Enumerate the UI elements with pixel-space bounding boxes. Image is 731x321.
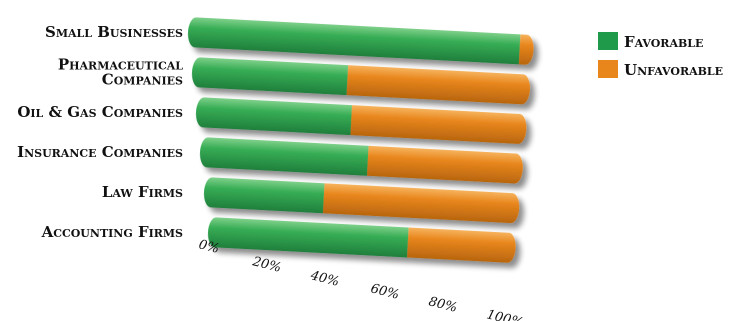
bar-segment-favorable-small-businesses <box>187 17 521 65</box>
category-label-accounting-firms: Accounting Firms <box>41 223 183 241</box>
bar-law-firms <box>203 177 520 224</box>
legend: Favorable Unfavorable <box>598 32 723 79</box>
x-tick-label-4: 80% <box>427 294 459 316</box>
x-axis-ticks: 0% 20% 40% 60% 80% 100% <box>197 237 525 321</box>
bar-segment-unfavorable-law-firms <box>322 183 520 224</box>
bar-segment-favorable-accounting-firms <box>207 217 409 258</box>
bar-small-businesses <box>187 17 534 65</box>
bar-segment-unfavorable-accounting-firms <box>407 227 516 263</box>
x-tick-label-3: 60% <box>369 281 401 303</box>
bar-segment-favorable-pharmaceutical-companies <box>191 57 349 96</box>
category-label-pharmaceutical-companies-line-1: Pharmaceutical <box>58 56 183 74</box>
bar-oil-and-gas-companies <box>195 97 527 144</box>
x-tick-label-1: 20% <box>250 254 283 276</box>
category-label-pharmaceutical-companies-line-2: Companies <box>102 71 183 89</box>
bar-segment-favorable-insurance-companies <box>199 137 369 176</box>
legend-swatch-favorable <box>598 32 618 50</box>
bar-segment-unfavorable-pharmaceutical-companies <box>346 65 530 105</box>
category-label-insurance-companies: Insurance Companies <box>17 143 183 161</box>
legend-label-unfavorable: Unfavorable <box>624 61 723 79</box>
legend-label-favorable: Favorable <box>624 33 703 51</box>
x-tick-label-5: 100% <box>485 307 525 321</box>
bar-segment-unfavorable-insurance-companies <box>367 145 523 184</box>
bar-segment-favorable-law-firms <box>203 177 325 214</box>
bar-segment-favorable-oil-and-gas-companies <box>195 97 353 136</box>
x-tick-label-0: 0% <box>197 237 221 257</box>
bar-pharmaceutical-companies <box>191 57 530 105</box>
category-label-small-businesses: Small Businesses <box>45 23 183 41</box>
bar-segment-unfavorable-oil-and-gas-companies <box>350 105 527 144</box>
bars <box>187 17 534 263</box>
category-label-oil-and-gas-companies: Oil & Gas Companies <box>17 103 183 121</box>
bar-segment-unfavorable-small-businesses <box>518 34 534 65</box>
bar-insurance-companies <box>199 137 523 184</box>
bar-accounting-firms <box>207 217 516 263</box>
category-label-law-firms: Law Firms <box>102 183 183 201</box>
legend-swatch-unfavorable <box>598 60 618 78</box>
x-tick-label-2: 40% <box>308 268 341 290</box>
